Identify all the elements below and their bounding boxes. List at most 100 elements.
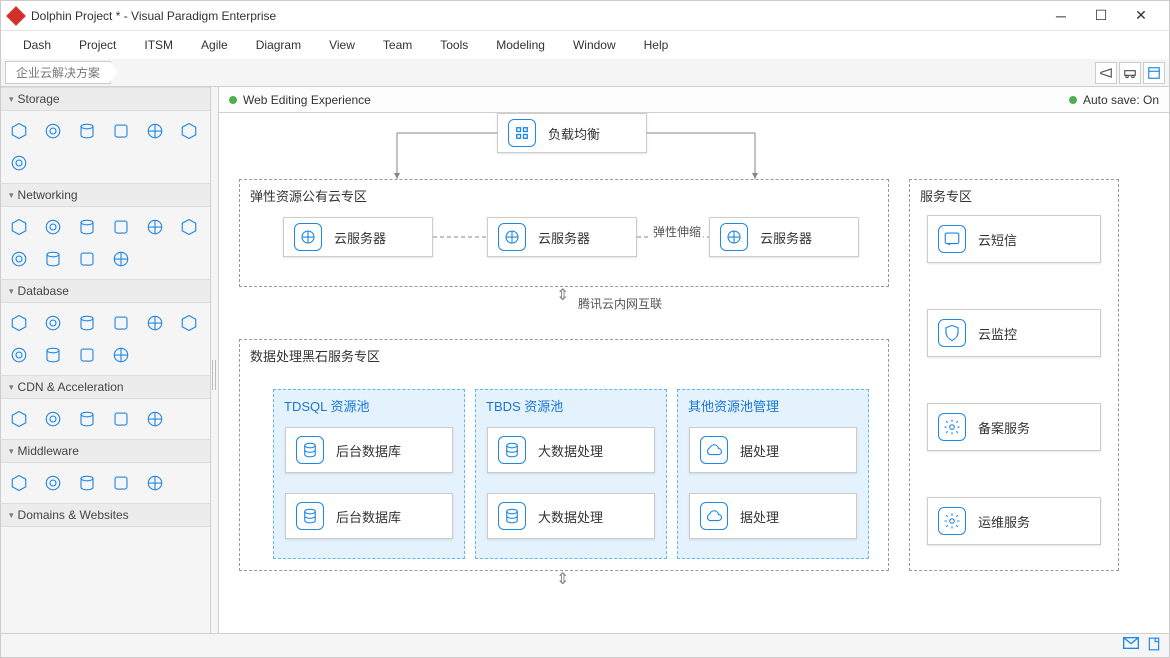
palette-section-database[interactable]: ▾Database [1,279,210,303]
group-label: TBDS 资源池 [486,396,563,415]
palette-icon[interactable] [111,473,131,493]
diagram-node-service[interactable]: 备案服务 [927,403,1101,451]
palette-section-networking[interactable]: ▾Networking [1,183,210,207]
menu-view[interactable]: View [315,31,369,59]
node-label: 云服务器 [334,228,386,247]
palette-section-cdn-acceleration[interactable]: ▾CDN & Acceleration [1,375,210,399]
chevron-down-icon: ▾ [9,446,14,457]
node-icon [700,502,728,530]
menu-project[interactable]: Project [65,31,130,59]
palette-section-middleware[interactable]: ▾Middleware [1,439,210,463]
node-label: 云监控 [978,324,1017,343]
palette-icon[interactable] [77,409,97,429]
palette-icon[interactable] [145,121,165,141]
splitter[interactable] [211,87,219,633]
palette-icon[interactable] [43,249,63,269]
toolbar: 企业云解决方案 [1,59,1169,87]
chevron-down-icon: ▾ [9,190,14,201]
minimize-button[interactable]: ─ [1041,1,1081,31]
chevron-down-icon: ▾ [9,510,14,521]
palette-icon[interactable] [9,409,29,429]
diagram-node-cloudserver[interactable]: 云服务器 [283,217,433,257]
palette-icon[interactable] [9,473,29,493]
maximize-button[interactable]: ☐ [1081,1,1121,31]
palette-icon[interactable] [43,217,63,237]
diagram-node[interactable]: 后台数据库 [285,493,453,539]
diagram-node-cloudserver[interactable]: 云服务器 [487,217,637,257]
diagram-node[interactable]: 据处理 [689,493,857,539]
grid-icon[interactable] [1119,62,1141,84]
palette-icon[interactable] [179,121,199,141]
announce-icon[interactable] [1095,62,1117,84]
diagram-canvas[interactable]: 负载均衡弹性资源公有云专区云服务器云服务器云服务器弹性伸缩⇕腾讯云内网互联数据处… [219,113,1169,633]
palette-icon[interactable] [111,409,131,429]
node-icon [296,436,324,464]
palette-icon[interactable] [9,313,29,333]
palette-icon[interactable] [43,473,63,493]
palette-icon[interactable] [9,121,29,141]
palette-icon[interactable] [9,249,29,269]
palette-icon[interactable] [77,473,97,493]
menu-tools[interactable]: Tools [426,31,482,59]
palette-icon[interactable] [43,121,63,141]
diagram-node[interactable]: 据处理 [689,427,857,473]
node-icon [294,223,322,251]
group-label: 数据处理黑石服务专区 [250,346,380,365]
palette-icon[interactable] [9,153,29,173]
group-label: TDSQL 资源池 [284,396,369,415]
canvas-header: Web Editing Experience Auto save: On [219,87,1169,113]
diagram-node-service[interactable]: 云短信 [927,215,1101,263]
palette-icon[interactable] [111,121,131,141]
palette-icon[interactable] [145,313,165,333]
resize-vertical-icon[interactable]: ⇕ [556,569,569,589]
menu-diagram[interactable]: Diagram [242,31,315,59]
menu-dash[interactable]: Dash [9,31,65,59]
palette-icon[interactable] [9,345,29,365]
palette-icon[interactable] [111,345,131,365]
close-button[interactable]: ✕ [1121,1,1161,31]
palette-icon[interactable] [145,409,165,429]
resize-vertical-icon[interactable]: ⇕ [556,285,569,305]
palette-icon[interactable] [111,249,131,269]
node-label: 运维服务 [978,512,1030,531]
diagram-node[interactable]: 大数据处理 [487,427,655,473]
palette-icon[interactable] [77,217,97,237]
node-icon [938,319,966,347]
palette-icon[interactable] [9,217,29,237]
diagram-node-cloudserver[interactable]: 云服务器 [709,217,859,257]
main: ▾Storage ▾Networking ▾Database ▾CDN & Accel… [1,87,1169,633]
palette-icon[interactable] [43,345,63,365]
palette-icon[interactable] [111,313,131,333]
palette-icon[interactable] [179,313,199,333]
diagram-node[interactable]: 大数据处理 [487,493,655,539]
group-label: 弹性资源公有云专区 [250,186,367,205]
palette-icon[interactable] [145,217,165,237]
palette-icon[interactable] [179,217,199,237]
breadcrumb-tab[interactable]: 企业云解决方案 [5,61,111,84]
palette-icon[interactable] [77,345,97,365]
palette-icon[interactable] [43,409,63,429]
palette-icon[interactable] [77,249,97,269]
diagram-node-service[interactable]: 运维服务 [927,497,1101,545]
diagram-node-service[interactable]: 云监控 [927,309,1101,357]
palette-icon[interactable] [77,313,97,333]
doc-icon[interactable] [1147,637,1161,654]
menu-itsm[interactable]: ITSM [130,31,187,59]
palette-icon[interactable] [111,217,131,237]
menu-modeling[interactable]: Modeling [482,31,559,59]
menu-help[interactable]: Help [630,31,683,59]
panel-icon[interactable] [1143,62,1165,84]
node-icon [498,223,526,251]
mail-icon[interactable] [1123,637,1139,654]
menu-agile[interactable]: Agile [187,31,242,59]
palette-icon[interactable] [43,313,63,333]
menu-team[interactable]: Team [369,31,426,59]
menu-window[interactable]: Window [559,31,630,59]
palette-section-domains-websites[interactable]: ▾Domains & Websites [1,503,210,527]
diagram-node[interactable]: 后台数据库 [285,427,453,473]
node-icon [720,223,748,251]
diagram-node-loadbalancer[interactable]: 负载均衡 [497,113,647,153]
palette-section-storage[interactable]: ▾Storage [1,87,210,111]
palette-icon[interactable] [77,121,97,141]
palette-icon[interactable] [145,473,165,493]
